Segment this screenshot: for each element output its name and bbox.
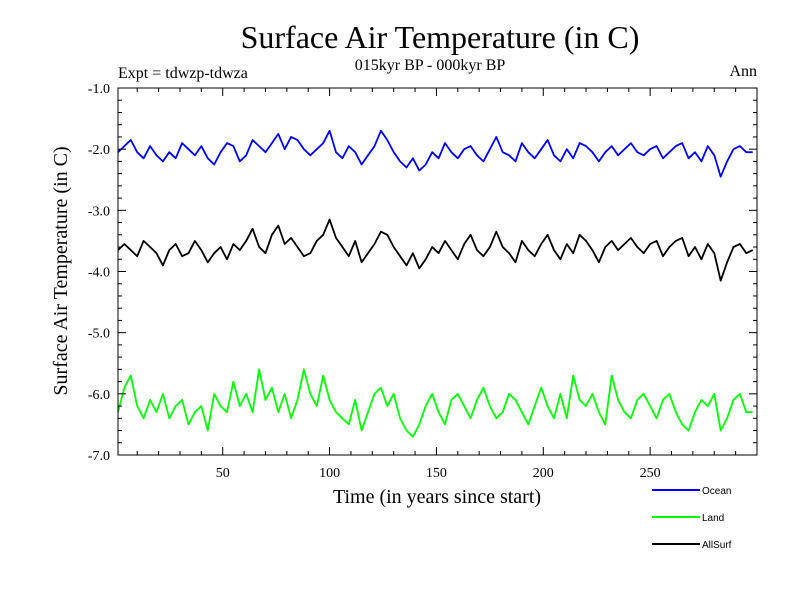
x-tick-label: 100	[319, 466, 340, 481]
y-tick-label: -3.0	[88, 204, 110, 219]
chart-title: Surface Air Temperature (in C)	[241, 19, 640, 55]
y-tick-label: -6.0	[88, 388, 110, 403]
x-axis-label: Time (in years since start)	[333, 486, 541, 508]
legend-label-land: Land	[702, 513, 724, 524]
experiment-label: Expt = tdwzp-tdwza	[118, 65, 248, 82]
series-line-ocean	[117, 129, 753, 178]
x-tick-label: 50	[216, 466, 230, 481]
series-line-land	[117, 368, 753, 438]
y-tick-label: -1.0	[88, 82, 110, 97]
y-tick-label: -4.0	[88, 266, 110, 281]
legend: Ocean Land AllSurf	[652, 486, 732, 551]
series-line-allsurf	[117, 218, 754, 282]
chart-subtitle: 015kyr BP - 000kyr BP	[355, 57, 506, 74]
legend-label-allsurf: AllSurf	[702, 540, 732, 551]
y-tick-label: -7.0	[88, 449, 110, 464]
series-layer	[117, 129, 754, 438]
x-tick-label: 250	[640, 466, 661, 481]
axes-layer: -1.0 -2.0 -3.0 -4.0 -5.0 -6.0 -7.0 50 100 150 200 2…	[88, 82, 758, 481]
x-tick-label: 200	[533, 466, 554, 481]
season-label: Ann	[729, 63, 757, 80]
legend-label-ocean: Ocean	[702, 486, 731, 497]
y-tick-label: -5.0	[88, 327, 110, 342]
x-tick-label: 150	[426, 466, 447, 481]
y-tick-label: -2.0	[88, 143, 110, 158]
y-axis-label: Surface Air Temperature (in C)	[50, 146, 72, 395]
